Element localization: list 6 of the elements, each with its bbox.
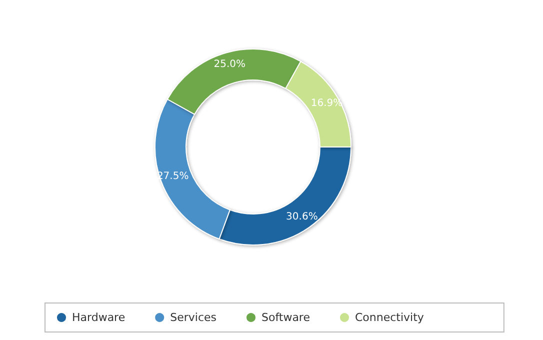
legend-label: Connectivity [354, 311, 424, 324]
legend-label: Services [170, 311, 217, 324]
data-label: 25.0% [214, 59, 246, 70]
data-label: 30.6% [286, 212, 318, 223]
legend-label: Hardware [72, 311, 126, 324]
legend-label: Software [261, 311, 310, 324]
